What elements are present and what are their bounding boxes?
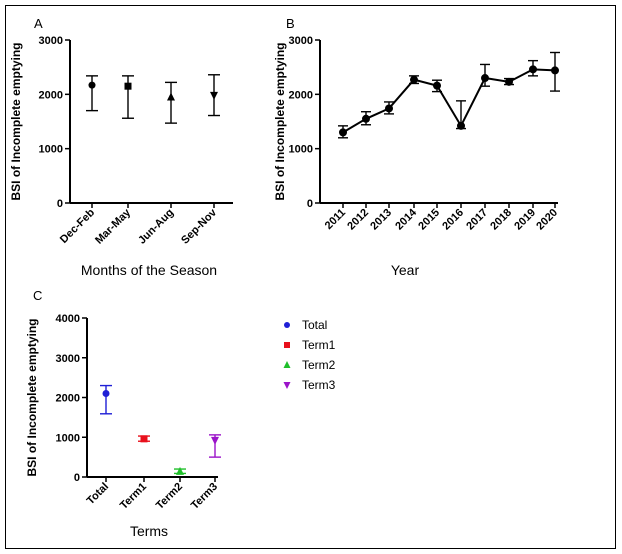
panel-c-legend-marker: [283, 382, 291, 389]
panel-b-y-tick-label: 0: [307, 198, 313, 210]
panel-c-x-axis-title: Terms: [130, 523, 168, 539]
panel-b-x-tick-label: 2019: [512, 207, 538, 233]
panel-a-x-tick-label: Sep-Nov: [179, 206, 220, 247]
panel-b-x-tick-label: 2020: [534, 207, 560, 233]
panel-b-data-point: [433, 81, 441, 90]
panel-b-x-tick-label: 2011: [323, 207, 348, 232]
panel-b-data-point: [551, 66, 559, 75]
panel-b-y-axis-title: BSI of Incomplete emptying: [273, 42, 287, 200]
panel-a-x-axis-title: Months of the Season: [81, 262, 217, 278]
panel-a-x-tick-label: Jun-Aug: [136, 207, 176, 247]
panel-c-legend-marker: [283, 361, 291, 368]
panel-c-data-point: [176, 466, 184, 475]
panel-c-legend-label: Term2: [302, 358, 336, 372]
panel-b-x-tick-label: 2017: [464, 207, 490, 233]
panel-b-data-point: [505, 77, 513, 86]
panel-b-x-tick-label: 2016: [440, 207, 466, 233]
panel-c-y-tick-label: 4000: [56, 313, 80, 325]
panel-a-y-tick-label: 0: [57, 198, 63, 210]
panel-c-legend-marker: [284, 342, 290, 348]
panel-a-y-axis-title: BSI of Incomplete emptying: [9, 42, 23, 200]
panel-c-x-tick-label: Term1: [118, 481, 149, 512]
panel-c-y-tick-label: 2000: [56, 393, 80, 405]
panel-b-x-tick-label: 2012: [345, 207, 371, 233]
panel-c-y-axis-title: BSI of Incomplete emptying: [25, 318, 39, 476]
panel-b-x-tick-label: 2014: [393, 206, 419, 232]
panel-c-data-point: [140, 435, 148, 443]
panel-a-y-tick-label: 3000: [39, 35, 63, 47]
panel-c-data-point: [211, 436, 219, 445]
panel-b-data-point: [457, 121, 465, 130]
panel-a-x-tick-label: Dec-Feb: [58, 206, 97, 245]
panel-c-x-tick-label: Term3: [189, 481, 220, 512]
panel-c-y-tick-label: 0: [74, 472, 80, 484]
panel-c-legend-label: Term1: [302, 338, 336, 352]
panel-b-data-point: [529, 65, 537, 74]
panel-a-x-tick-label: Mar-May: [93, 206, 134, 247]
panel-b-x-tick-label: 2018: [488, 207, 514, 233]
panel-a-data-point: [210, 91, 218, 100]
panel-b-y-tick-label: 1000: [289, 144, 313, 156]
panel-a-y-tick-label: 1000: [39, 144, 63, 156]
panel-a-y-tick-label: 2000: [39, 89, 63, 101]
panel-a-data-point: [88, 81, 96, 89]
panel-b-x-axis-title: Year: [391, 262, 420, 278]
panel-c-x-tick-label: Term2: [154, 481, 185, 512]
panel-c-data-point: [102, 390, 110, 398]
panel-b-label: B: [286, 16, 295, 31]
panel-a-data-point: [124, 82, 132, 90]
panel-b-data-point: [481, 74, 489, 83]
panel-b-data-point: [339, 128, 347, 137]
panel-c-x-tick-label: Total: [85, 481, 111, 507]
panel-b-data-point: [410, 75, 418, 84]
figure-frame: [5, 5, 616, 549]
panel-c-label: C: [33, 288, 42, 303]
panel-b-x-tick-label: 2015: [416, 207, 442, 233]
panel-a-data-point: [167, 92, 175, 101]
panel-b-data-point: [362, 114, 370, 123]
panel-b-data-point: [385, 104, 393, 113]
panel-c-y-tick-label: 3000: [56, 353, 80, 365]
panel-c-y-tick-label: 1000: [56, 432, 80, 444]
panel-b-x-tick-label: 2013: [368, 207, 394, 233]
panel-c-legend-marker: [284, 322, 290, 328]
panel-b-series-line: [342, 68, 556, 134]
panel-b-y-tick-label: 3000: [289, 35, 313, 47]
panel-c-legend-label: Total: [302, 318, 327, 332]
panel-b-y-tick-label: 2000: [289, 89, 313, 101]
panel-a-label: A: [34, 16, 43, 31]
panel-c-legend-label: Term3: [302, 378, 336, 392]
